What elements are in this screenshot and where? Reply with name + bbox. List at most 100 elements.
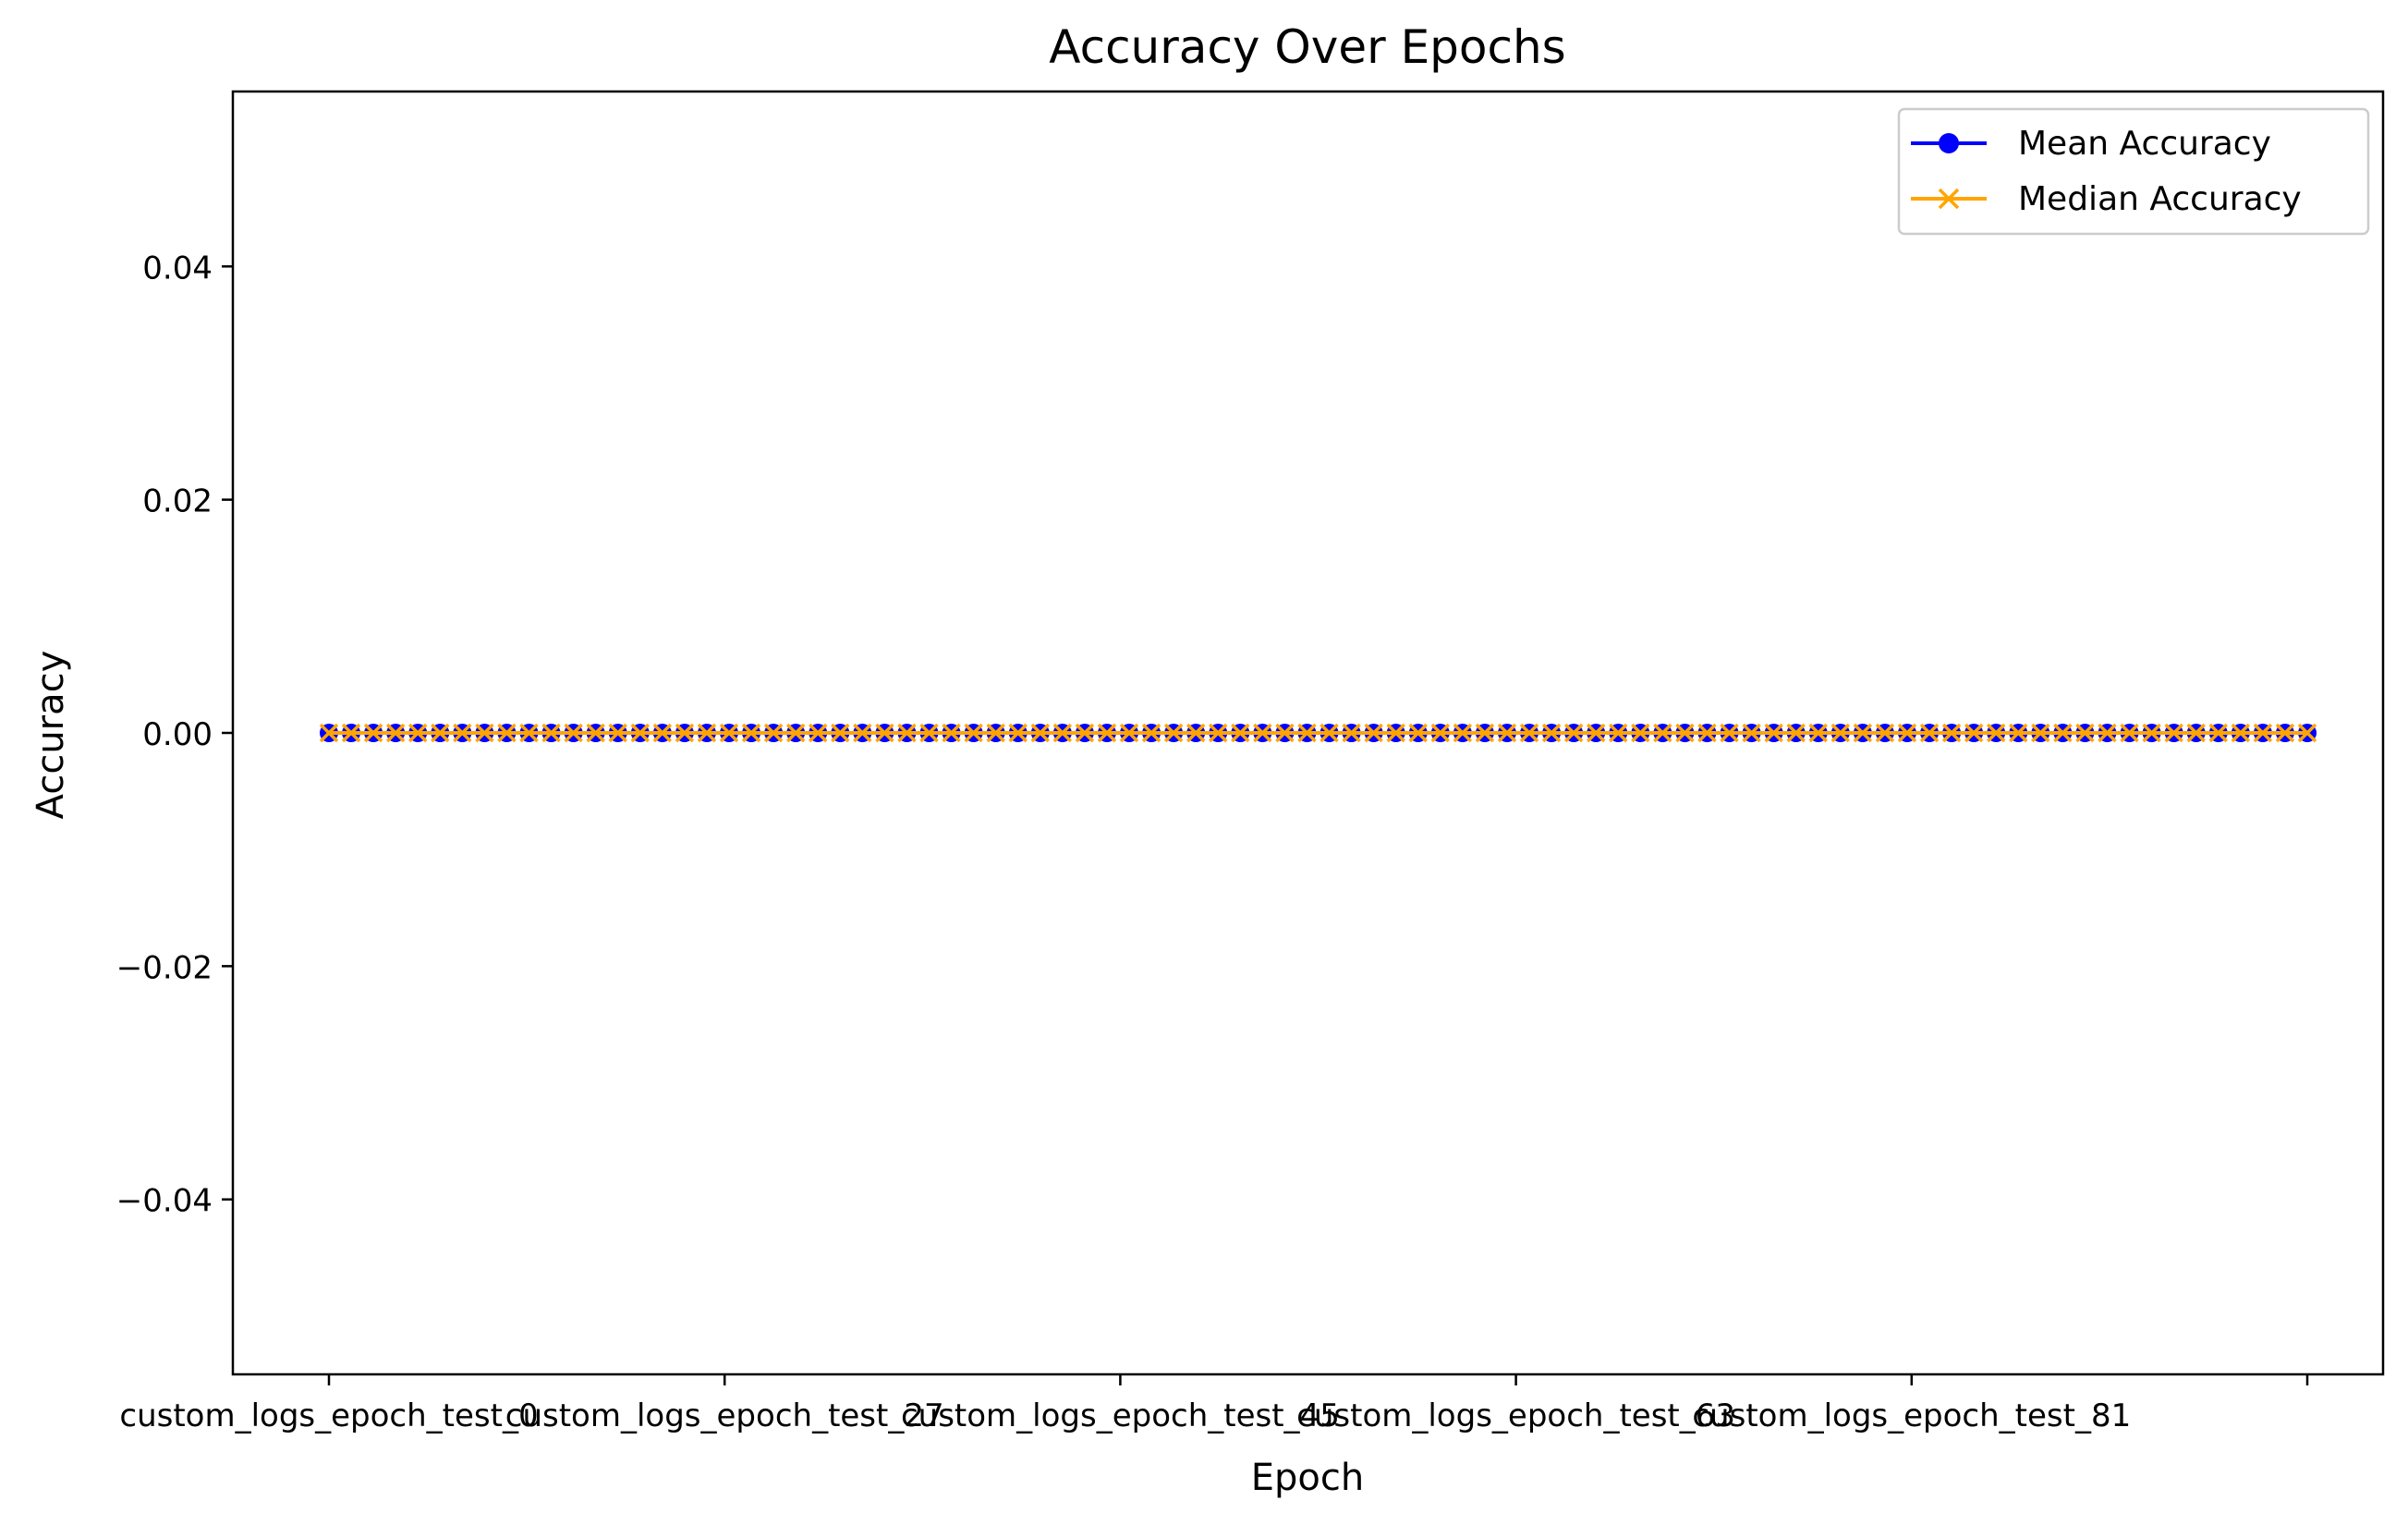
data-point [1941,723,1962,743]
legend-marker [1939,133,1959,153]
data-point [1297,723,1317,743]
data-point [1764,723,1783,743]
data-point [2075,723,2095,743]
data-point [1320,723,1339,743]
y-tick-label: −0.02 [116,949,213,986]
data-point [1231,723,1250,743]
data-point [1408,723,1428,743]
data-point [564,723,583,743]
data-point [1275,723,1295,743]
data-point [1586,723,1606,743]
data-point [1563,723,1584,743]
data-point [785,723,806,743]
data-point [1786,723,1806,743]
data-point [853,723,872,743]
data-point [1253,723,1272,743]
data-point [431,723,450,743]
data-point [1386,723,1405,743]
data-point [1808,723,1828,743]
data-point [1720,723,1739,743]
x-tick-label: custom_logs_epoch_test_81 [1692,1397,2131,1434]
data-point [875,723,894,743]
data-point [2098,723,2117,743]
series-layer [319,723,2317,743]
data-point [2186,723,2206,743]
x-tick-label: custom_logs_epoch_test_63 [1296,1397,1735,1434]
data-point [1008,723,1028,743]
data-point [1964,723,1984,743]
data-point [1697,723,1717,743]
data-point [341,723,361,743]
x-tick-label: custom_logs_epoch_test_0 [119,1397,538,1434]
data-point [942,723,961,743]
data-point [1453,723,1473,743]
data-point [719,723,739,743]
data-point [652,723,673,743]
data-point [741,723,761,743]
data-point [2208,723,2229,743]
legend-item: Median Accuracy [1911,180,2302,218]
data-point [1541,723,1562,743]
data-point [831,723,850,743]
data-point [1830,723,1851,743]
x-axis-label: Epoch [1251,1457,1364,1499]
data-point [1030,723,1051,743]
data-point [2164,723,2183,743]
data-point [2231,723,2251,743]
data-point [1209,723,1228,743]
data-point [1986,723,2006,743]
data-point [1075,723,1095,743]
data-point [2142,723,2161,743]
legend-item: Mean Accuracy [1911,125,2271,163]
data-point [1364,723,1383,743]
x-axis-ticks: custom_logs_epoch_test_0custom_logs_epoc… [119,1374,2309,1434]
data-point [407,723,428,743]
y-tick-label: 0.00 [142,716,213,753]
data-point [2297,723,2317,743]
data-point [1875,723,1895,743]
data-point [1919,723,1940,743]
data-point [1186,723,1206,743]
data-point [541,723,561,743]
legend-box [1897,107,2370,236]
data-point [1897,723,1917,743]
data-point [1631,723,1650,743]
data-point [1430,723,1451,743]
data-point [808,723,828,743]
x-tick-label: custom_logs_epoch_test_45 [901,1397,1340,1434]
data-point [630,723,651,743]
y-tick-label: 0.02 [142,483,213,520]
data-point [2031,723,2050,743]
data-point [453,723,472,743]
data-point [1609,723,1628,743]
data-point [1497,723,1517,743]
y-tick-label: 0.04 [142,250,213,287]
data-point [1742,723,1761,743]
legend-label: Mean Accuracy [2018,125,2271,163]
data-point [1653,723,1672,743]
y-axis-label: Accuracy [30,651,72,820]
data-point [497,723,517,743]
data-point [475,723,494,743]
data-point [519,723,539,743]
legend-label: Median Accuracy [2018,180,2302,218]
x-tick-label: custom_logs_epoch_test_27 [505,1397,944,1434]
data-point [2053,723,2073,743]
data-point [1097,723,1117,743]
y-axis-ticks: 0.04 0.02 0.00 −0.02 −0.04 [116,250,233,1220]
chart-title: Accuracy Over Epochs [1049,20,1565,74]
data-point [1853,723,1873,743]
data-point [2275,723,2295,743]
data-point [586,723,605,743]
data-point [363,723,383,743]
legend-marker [1938,188,1960,210]
data-point [2120,723,2139,743]
data-point [1141,723,1161,743]
data-point [319,723,339,743]
data-point [2253,723,2273,743]
series-median-accuracy [319,723,2317,743]
data-point [2009,723,2028,743]
data-point [1519,723,1539,743]
data-point [675,723,695,743]
